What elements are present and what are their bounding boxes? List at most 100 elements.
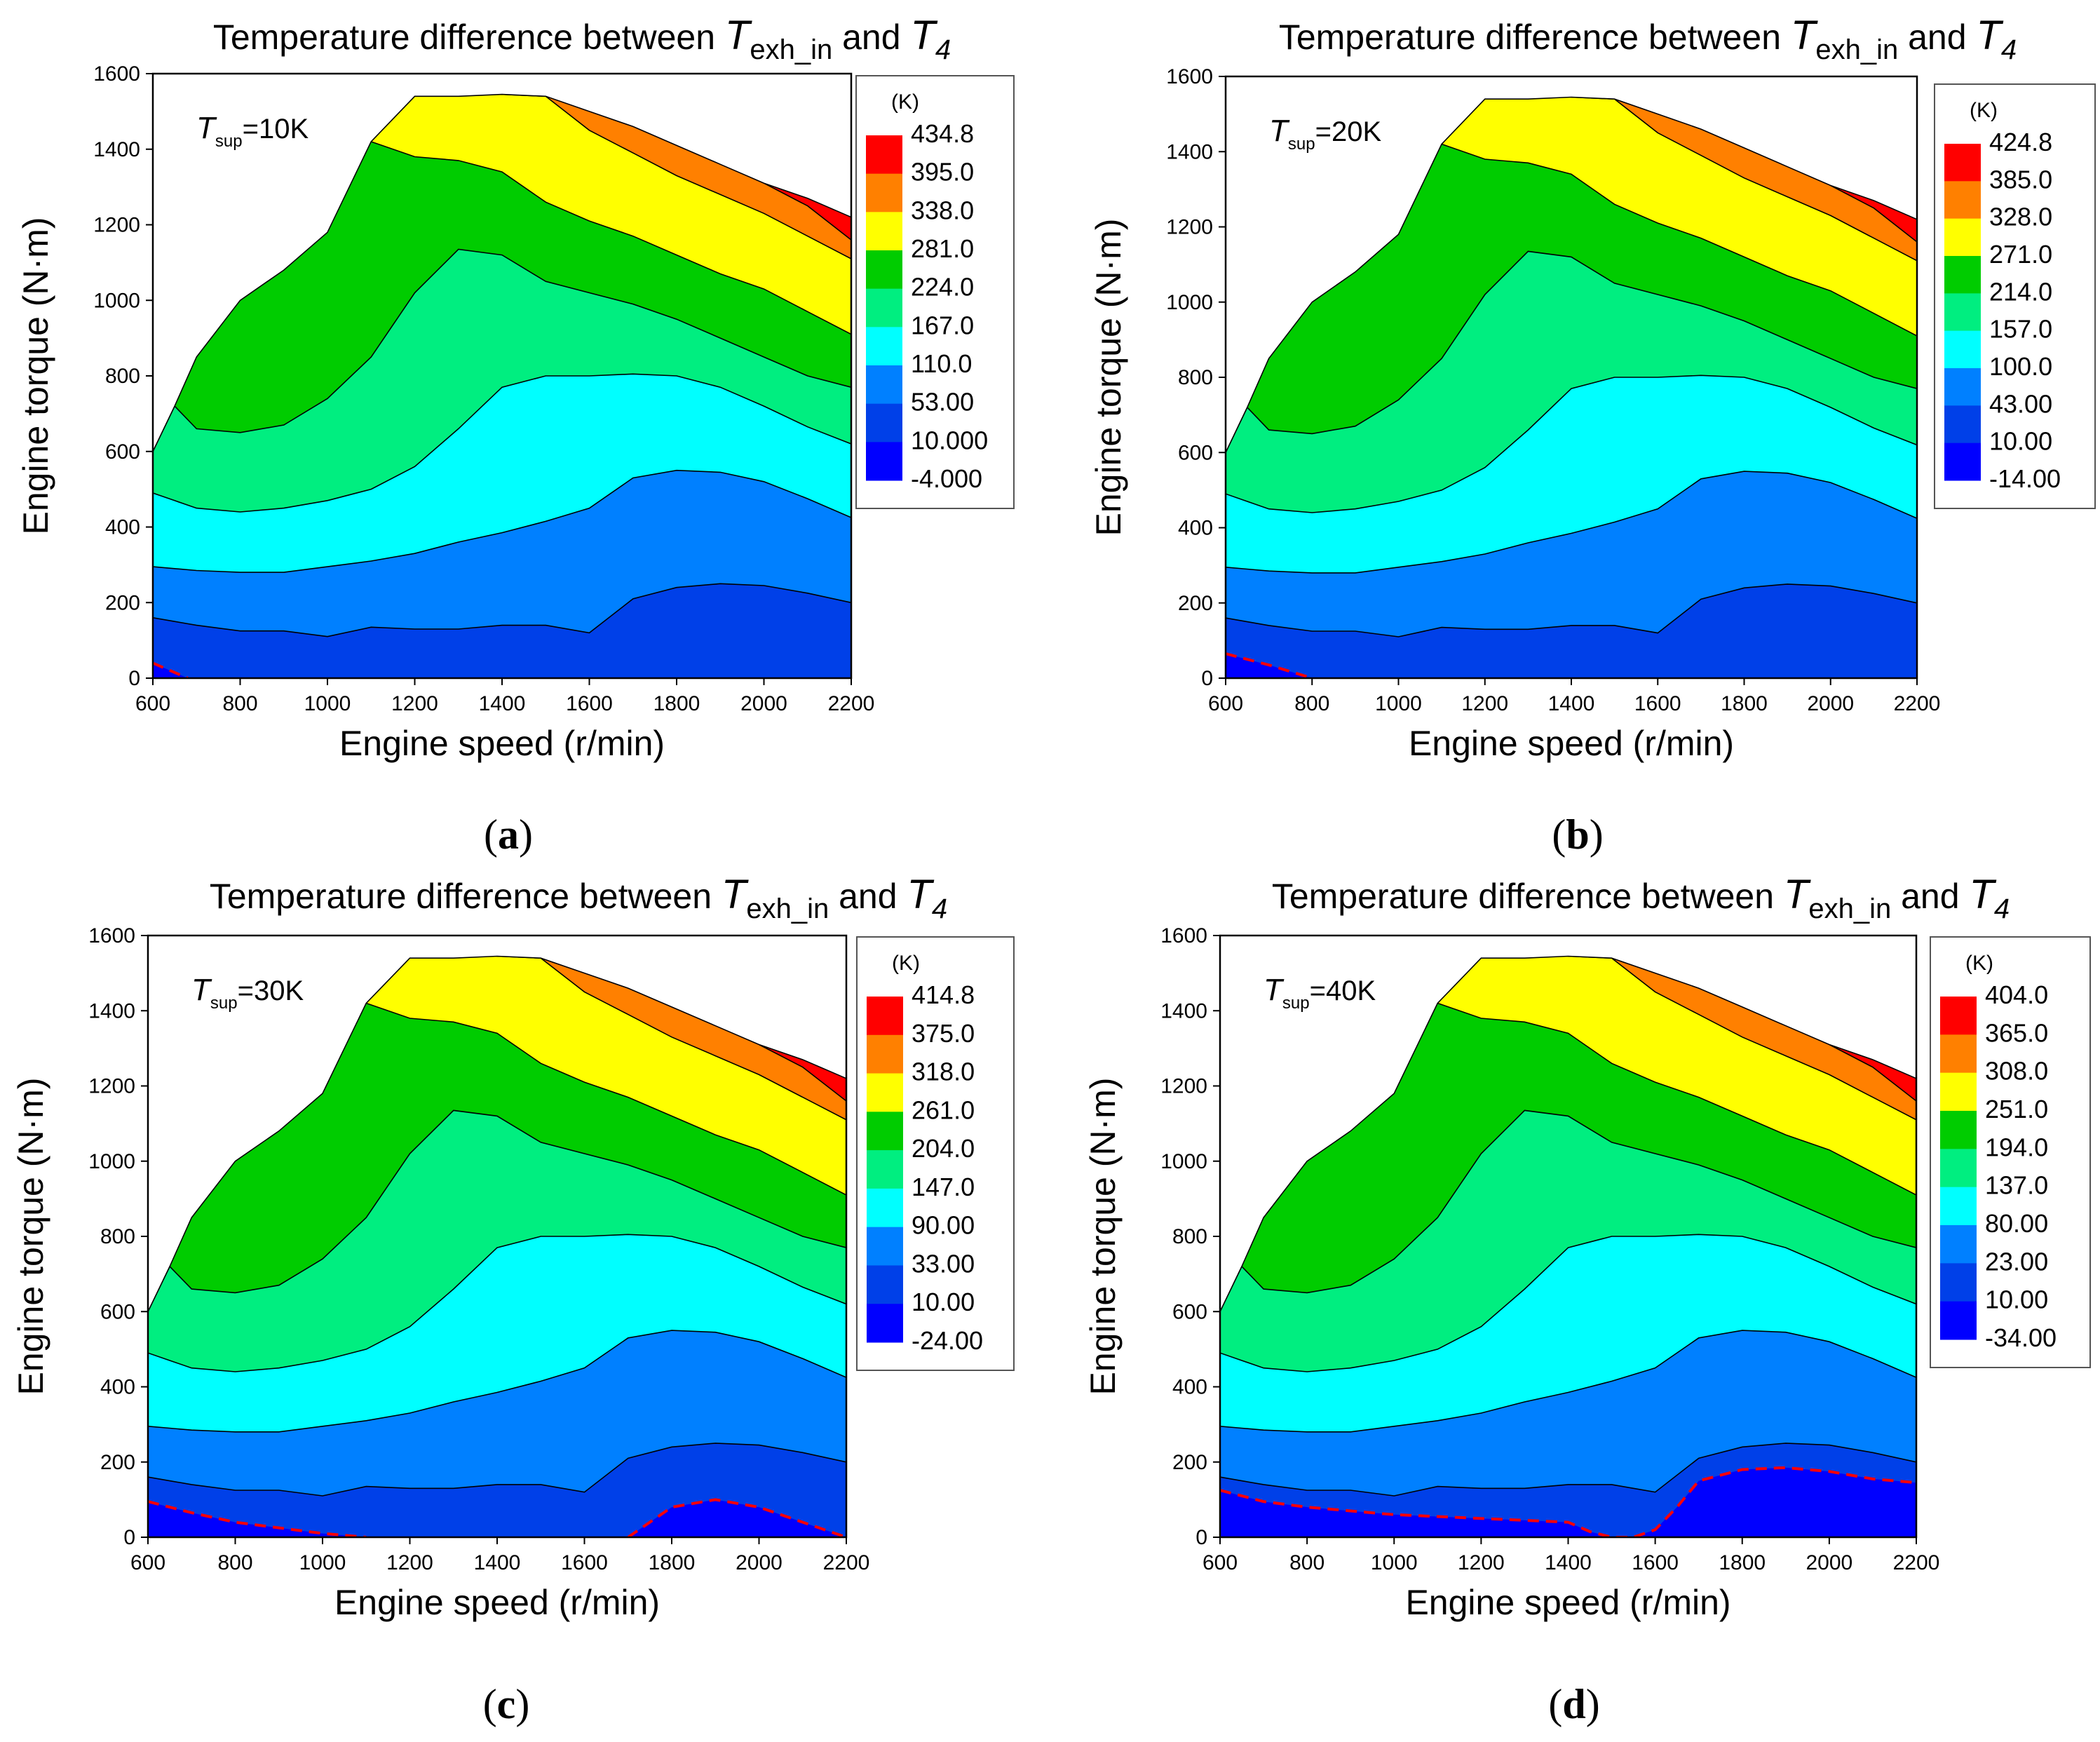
x-tick-label: 1400 [474,1551,521,1574]
legend-label: 110.0 [911,349,972,378]
x-tick-label: 600 [130,1551,165,1574]
legend-label: 100.0 [1989,352,2052,381]
annotation-variable: T [1269,114,1290,148]
x-tick-label: 1200 [1458,1551,1505,1574]
title-variable-b-subscript: 4 [2001,34,2017,65]
tsup-annotation: Tsup=40K [1264,973,1376,1013]
y-tick-label: 800 [100,1225,135,1248]
legend-label: 375.0 [912,1019,975,1048]
title-lead: Temperature difference between [213,18,725,57]
chart-title: Temperature difference between Texh_in a… [1279,13,2017,65]
legend-swatch [1944,181,1981,220]
legend-swatch [1944,144,1981,182]
x-tick-label: 1800 [1719,1551,1766,1574]
color-legend: (K) 414.8 375.0 318.0 261.0 204.0 147.0 90.00 33… [856,936,1015,1371]
legend-swatch [867,1034,903,1074]
annotation-value: =40K [1310,975,1376,1006]
y-tick-label: 1400 [88,999,135,1022]
legend-swatch [1940,1301,1977,1340]
title-variable-a: T [1791,13,1818,58]
y-axis-label: Engine torque (N·m) [11,1078,50,1396]
contour-line-3 [148,1234,846,1372]
contour-line-1 [1220,1443,1916,1497]
legend-label: -24.00 [912,1326,983,1355]
contour-line-7 [1829,1044,1916,1102]
tsup-annotation: Tsup=20K [1269,114,1381,154]
legend-label: 204.0 [912,1134,975,1163]
caption-close: ) [1590,811,1604,858]
y-tick-label: 1200 [1166,216,1213,239]
contour-line-5 [366,1002,846,1196]
zero-difference-line-1 [1226,652,1313,678]
y-tick-label: 600 [1178,441,1213,464]
title-variable-b-subscript: 4 [1994,893,2010,924]
title-variable-a: T [722,872,749,917]
tsup-annotation: Tsup=10K [196,111,309,151]
title-mid: and [829,877,907,916]
legend-swatch [1940,1263,1977,1302]
legend-swatch [1944,443,1981,481]
y-tick-label: 200 [100,1451,135,1474]
lowest-level-region-1 [1220,1467,1916,1537]
annotation-variable: T [191,973,212,1007]
x-tick-label: 1200 [391,692,438,715]
legend-label: 147.0 [912,1173,975,1201]
legend-swatch [1940,1149,1977,1188]
title-variable-a: T [725,13,752,58]
y-tick-label: 400 [1178,517,1213,540]
x-tick-label: 800 [217,1551,252,1574]
chart-panel-d: 600 800 1000 1200 1400 1600 1800 2000 2200 0 200 40… [1083,872,2091,1727]
legend-swatch [867,1265,903,1304]
x-tick-label: 1600 [561,1551,608,1574]
contour-line-2 [153,469,851,573]
y-tick-label: 800 [1172,1225,1207,1248]
contour-line-4 [1220,1109,1916,1312]
title-variable-a: T [1784,872,1811,917]
contour-band-6 [497,956,846,1120]
color-legend: (K) 404.0 365.0 308.0 251.0 194.0 137.0 80.00 23… [1930,936,2091,1368]
envelope-outline [152,93,852,452]
title-mid: and [1898,18,1976,57]
legend-label: 328.0 [1989,203,2052,231]
contour-line-6 [1571,97,1917,262]
x-tick-label: 2000 [740,692,787,715]
lowest-level-region-1 [148,1501,367,1537]
legend-swatch [1944,293,1981,332]
y-tick-label: 1600 [93,62,140,86]
zero-difference-line-1 [153,661,189,679]
title-mid: and [832,18,910,57]
x-tick-label: 1000 [1375,692,1422,715]
legend-swatch [1940,1111,1977,1149]
y-tick-label: 1600 [1166,65,1213,88]
caption-letter: b [1566,811,1589,858]
annotation-variable: T [196,111,217,145]
legend-label: 23.00 [1985,1247,2048,1276]
caption-close: ) [1586,1681,1600,1727]
panel-caption: (a) [484,811,533,858]
legend-label: 261.0 [912,1095,975,1124]
title-lead: Temperature difference between [210,877,722,916]
envelope-outline [147,955,847,1312]
contour-line-6 [496,956,846,1121]
legend-swatch [1940,1034,1977,1074]
contour-line-4 [148,1109,846,1312]
legend-swatch [866,288,902,328]
contour-line-2 [1226,471,1917,574]
legend-label: 10.00 [912,1288,975,1316]
title-lead: Temperature difference between [1279,18,1791,57]
x-tick-label: 1000 [304,692,351,715]
legend-swatch [1944,218,1981,257]
chart-panel-a: 600 800 1000 1200 1400 1600 1800 2000 2200 0 200 40… [16,13,1015,858]
contour-line-1 [148,1443,846,1497]
legend-title: (K) [891,90,919,114]
y-tick-label: 800 [105,365,140,388]
annotation-subscript: sup [1288,135,1315,154]
legend-label: 318.0 [912,1058,975,1086]
y-tick-label: 0 [1195,1526,1207,1549]
annotation-value: =10K [243,114,309,144]
envelope-outline [1219,955,1917,1312]
legend-label: 338.0 [911,196,974,224]
x-tick-label: 2200 [1893,1551,1940,1574]
legend-swatch [867,1112,903,1151]
legend-label: 167.0 [911,311,974,339]
